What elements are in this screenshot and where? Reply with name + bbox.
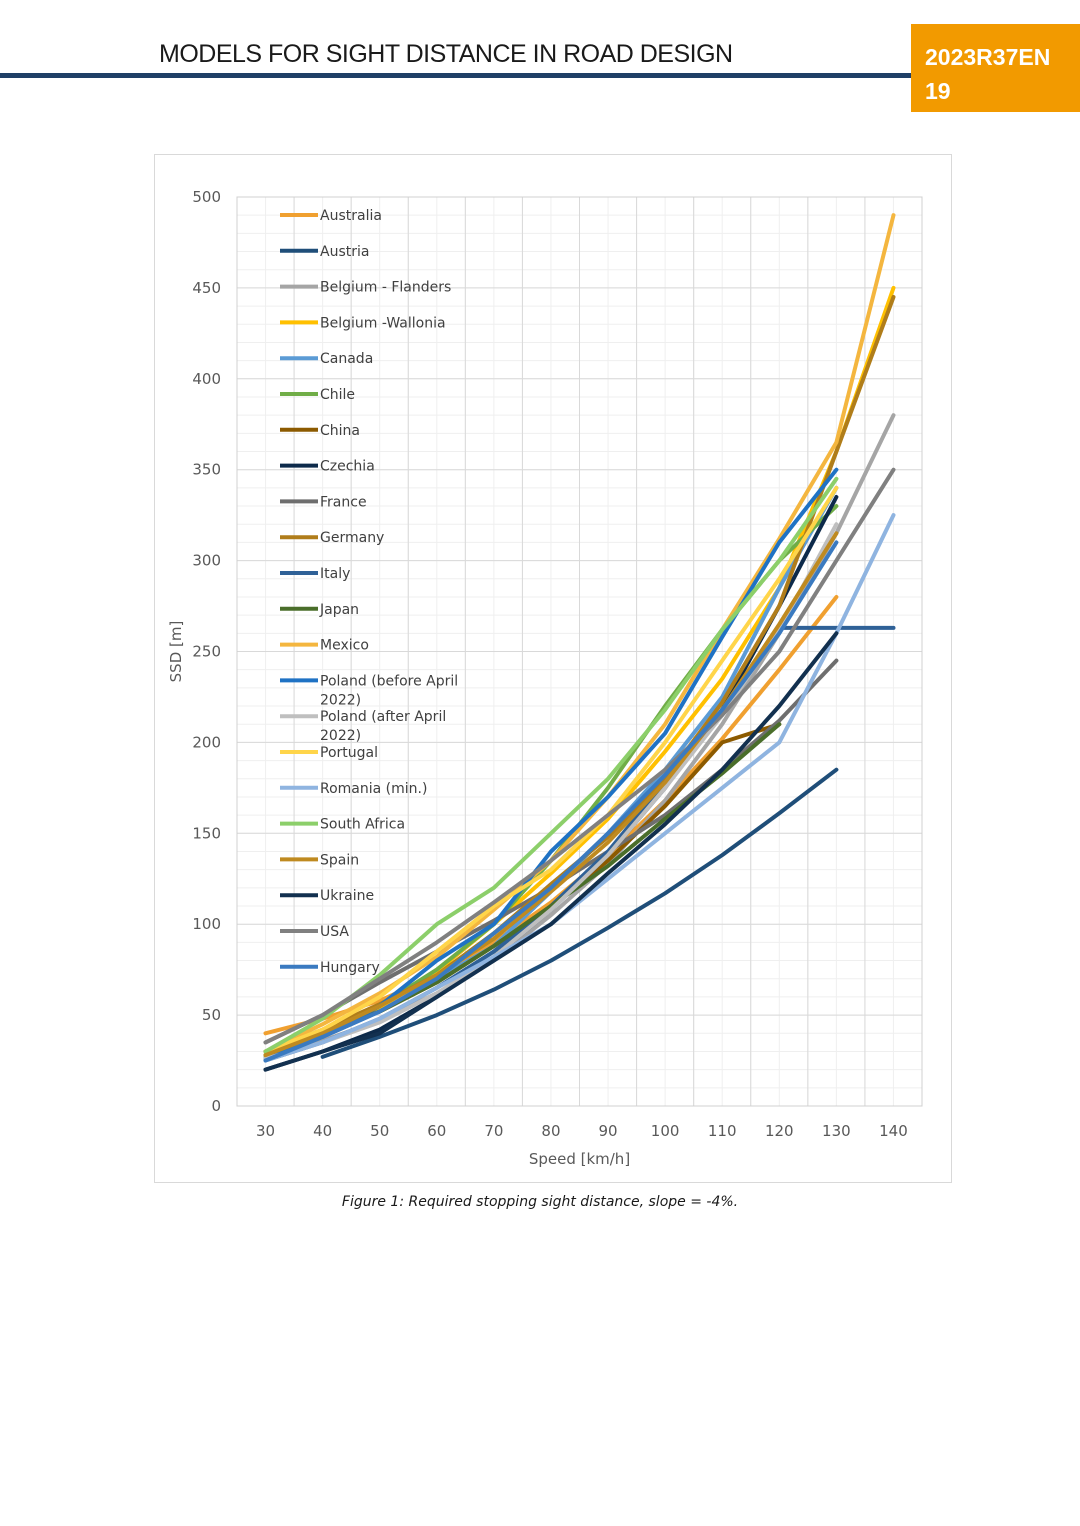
x-tick-label: 140 [879,1122,908,1140]
series-line-usa [263,467,896,1045]
x-tick-label: 100 [651,1122,680,1140]
legend-label-mexico: Mexico [320,638,369,654]
y-tick-label: 150 [192,824,221,842]
legend-label-czechia: Czechia [320,459,375,475]
legend-label-austria: Austria [320,244,369,260]
series-line-hungary [263,540,839,1063]
legend-label-australia: Australia [320,208,382,224]
legend-label-france: France [320,494,367,510]
legend-label-spain: Spain [320,852,359,868]
legend-label-belgium-wallonia: Belgium -Wallonia [320,315,446,331]
page-number: 19 [925,78,951,104]
y-tick-label: 350 [192,461,221,479]
legend-label-canada: Canada [320,351,373,367]
figure-caption: Figure 1: Required stopping sight distan… [341,1194,739,1210]
y-tick-label: 450 [192,279,221,297]
legend-label-poland-before-april-2022: Poland (before April 2022) [320,673,458,708]
legend-label-china: China [320,423,360,439]
plot-area [236,196,923,1107]
x-tick-label: 50 [370,1122,389,1140]
page-header-title: MODELS FOR SIGHT DISTANCE IN ROAD DESIGN [159,40,733,68]
chart-legend: Australia Austria Belgium - Flanders Belgiu… [280,208,458,976]
series-line-austria [320,767,839,1059]
legend-label-poland-after-april-2022: Poland (after April 2022) [320,709,446,744]
chart-frame: 0 50 100 150 200 250 300 350 400 450 500 30 40 50 60 7… [154,154,952,1183]
x-tick-label: 80 [541,1122,560,1140]
x-tick-label: 40 [313,1122,332,1140]
legend-label-italy: Italy [320,566,350,582]
y-tick-label: 100 [192,915,221,933]
x-tick-label: 70 [484,1122,503,1140]
x-tick-label: 30 [256,1122,275,1140]
x-tick-label: 60 [427,1122,446,1140]
x-axis-label: Speed [km/h] [529,1150,630,1168]
legend-label-portugal: Portugal [320,745,378,761]
y-axis-ticks: 0 50 100 150 200 250 300 350 400 450 500 [192,188,221,1115]
header-rule [0,73,911,78]
legend-label-ukraine: Ukraine [320,888,374,904]
report-badge: 2023R37EN 19 [911,24,1080,112]
x-tick-label: 120 [765,1122,794,1140]
series-line-romania-min [263,513,896,1063]
legend-label-japan: Japan [319,602,359,618]
y-tick-label: 50 [202,1006,221,1024]
legend-label-germany: Germany [320,530,384,546]
legend-label-usa: USA [320,924,349,940]
y-tick-label: 250 [192,643,221,661]
legend-label-romania-min: Romania (min.) [320,781,427,797]
legend-label-south-africa: South Africa [320,817,405,833]
series-line-mexico [263,213,896,1054]
y-tick-label: 300 [192,552,221,570]
y-tick-label: 500 [192,188,221,206]
legend-label-chile: Chile [320,387,355,403]
x-tick-label: 110 [708,1122,737,1140]
legend-label-hungary: Hungary [320,960,380,976]
x-tick-label: 130 [822,1122,851,1140]
x-tick-label: 90 [598,1122,617,1140]
ssd-line-chart: 0 50 100 150 200 250 300 350 400 450 500 30 40 50 60 7… [167,188,923,1168]
y-tick-label: 400 [192,370,221,388]
y-axis-label: SSD [m] [167,621,185,683]
y-tick-label: 0 [211,1097,221,1115]
series-lines [263,213,896,1072]
series-line-portugal [263,485,839,1054]
legend-label-belgium-flanders: Belgium - Flanders [320,280,451,296]
report-code: 2023R37EN [925,44,1051,70]
y-tick-label: 200 [192,733,221,751]
series-line-ukraine [263,631,839,1072]
x-axis-ticks: 30 40 50 60 70 80 90 100 110 120 130 140 [256,1122,908,1140]
